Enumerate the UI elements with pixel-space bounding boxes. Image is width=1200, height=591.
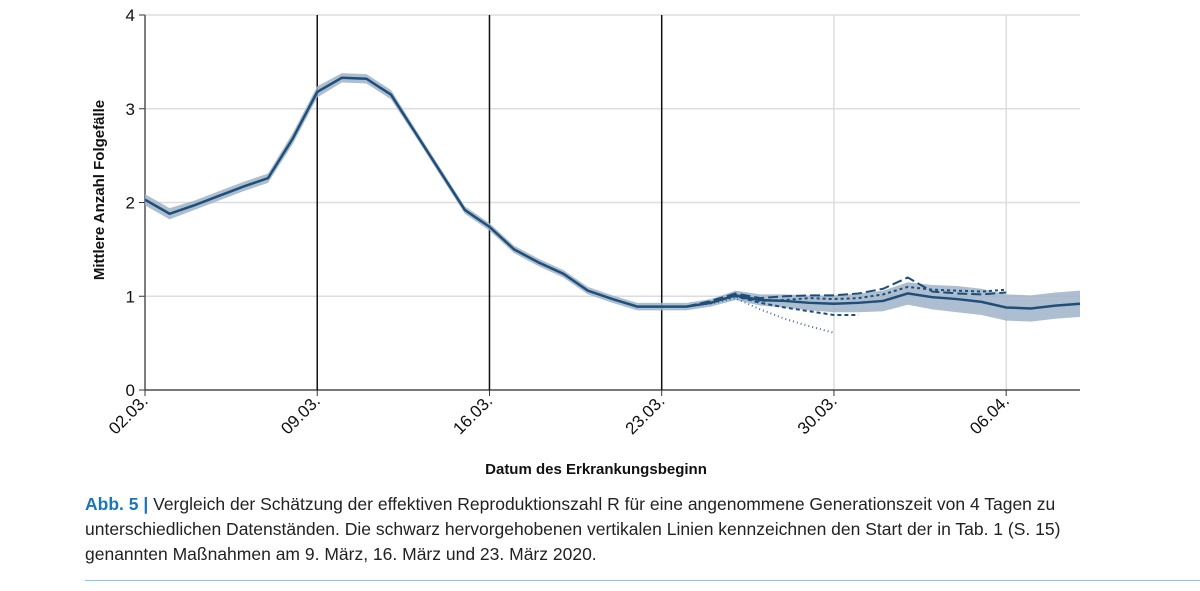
y-tick-label: 0: [126, 381, 135, 400]
x-tick-label: 09.03.: [277, 391, 324, 438]
y-tick-label: 1: [126, 287, 135, 306]
caption-label: Abb. 5 |: [85, 494, 149, 514]
y-tick-label: 4: [126, 6, 135, 25]
caption-line: unterschiedlichen Datenständen. Die schw…: [85, 519, 1061, 539]
x-tick-label: 23.03.: [622, 391, 669, 438]
confidence-band: [145, 73, 1080, 322]
series-line: [686, 276, 1007, 308]
y-axis-title: Mittlere Anzahl Folgefälle: [91, 100, 108, 280]
caption-line: Abb. 5 | Vergleich der Schätzung der eff…: [85, 494, 1055, 515]
y-tick-label: 3: [126, 100, 135, 119]
y-tick-label: 2: [126, 194, 135, 213]
chart: Datum des Erkrankungsbeginn Mittlere Anz…: [91, 6, 1081, 478]
x-tick-label: 06.04.: [966, 391, 1013, 438]
caption-text: Vergleich der Schätzung der effektiven R…: [153, 494, 1056, 514]
caption-line: genannten Maßnahmen am 9. März, 16. März…: [85, 544, 597, 564]
x-axis-title: Datum des Erkrankungsbeginn: [485, 461, 707, 478]
x-tick-label: 30.03.: [794, 391, 841, 438]
series-line: [144, 76, 1081, 310]
divider: [85, 580, 1200, 581]
x-tick-label: 16.03.: [449, 391, 496, 438]
